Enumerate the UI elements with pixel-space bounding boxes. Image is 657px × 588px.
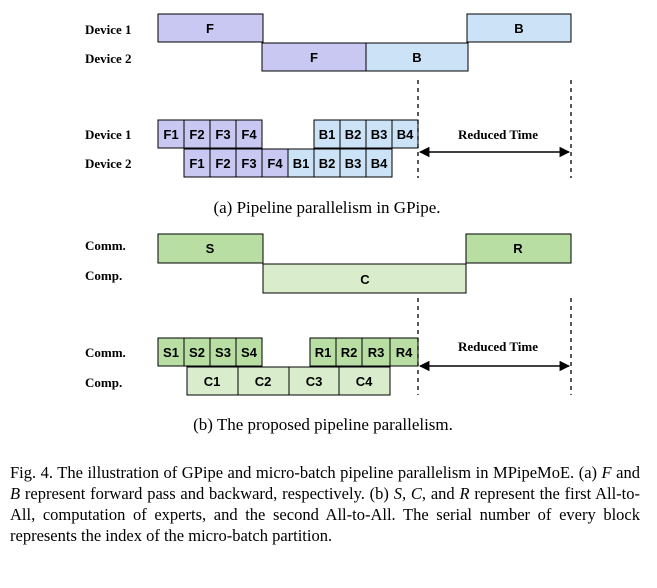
- a-row4-block-b3: B3: [345, 156, 362, 171]
- var-f: F: [601, 463, 612, 482]
- row-label-device-1: Device 1: [85, 22, 132, 37]
- a-row4-block-f1: F1: [189, 156, 204, 171]
- a-row4-block-f4: F4: [267, 156, 283, 171]
- b-row4-micro-blocks: C1 C2 C3 C4: [186, 366, 391, 396]
- a-row1-forward-label: F: [206, 21, 214, 36]
- a-row2-backward-block: B: [365, 42, 469, 72]
- figure-caption: Fig. 4. The illustration of GPipe and mi…: [10, 462, 640, 546]
- a-row4-block-b2: B2: [319, 156, 336, 171]
- b-row3-block-r3: R3: [368, 345, 385, 360]
- b-row4-block-c2: C2: [255, 374, 272, 389]
- a-row3-micro-blocks: F1 F2 F3 F4 B1 B2 B3 B4: [157, 119, 419, 149]
- figure-caption-part-2: and: [611, 463, 640, 482]
- a-row3-block-b3: B3: [371, 127, 388, 142]
- a-row3-block-b1: B1: [319, 127, 336, 142]
- b-row3-block-s4: S4: [241, 345, 258, 360]
- row-label-device-1-micro: Device 1: [85, 127, 132, 142]
- figure-caption-part-3: represent forward pass and backward, res…: [20, 484, 394, 503]
- b-row1-s-label: S: [206, 241, 215, 256]
- a-row2-forward-label: F: [310, 50, 318, 65]
- var-s: S: [393, 484, 402, 503]
- a-row1-forward-block: F: [157, 13, 264, 43]
- b-row3-block-r4: R4: [396, 345, 413, 360]
- a-row3-block-b4: B4: [397, 127, 414, 142]
- caption-b: (b) The proposed pipeline parallelism.: [193, 415, 453, 434]
- b-row2-c-label: C: [360, 272, 370, 287]
- b-row4-block-c4: C4: [356, 374, 373, 389]
- a-reduced-time-label: Reduced Time: [458, 127, 538, 142]
- a-row1-backward-block: B: [466, 13, 572, 43]
- a-row3-block-b2: B2: [345, 127, 362, 142]
- b-row3-block-s1: S1: [163, 345, 179, 360]
- b-row4-block-c3: C3: [306, 374, 323, 389]
- var-b: B: [10, 484, 21, 503]
- b-row1-r-block: R: [465, 233, 572, 264]
- a-row4-block-f3: F3: [241, 156, 256, 171]
- caption-a: (a) Pipeline parallelism in GPipe.: [213, 198, 440, 217]
- a-row3-block-f2: F2: [189, 127, 204, 142]
- a-row4-block-b1: B1: [293, 156, 310, 171]
- var-c: C: [410, 484, 422, 503]
- b-row1-r-label: R: [513, 241, 523, 256]
- b-row3-block-r2: R2: [341, 345, 358, 360]
- pipeline-diagram: Device 1 Device 2 F B F B Device 1 Devic…: [85, 13, 572, 434]
- row-label-comm-micro: Comm.: [85, 345, 126, 360]
- a-row1-backward-label: B: [514, 21, 523, 36]
- row-label-comp: Comp.: [85, 268, 122, 283]
- b-reduced-time-label: Reduced Time: [458, 339, 538, 354]
- a-row4-micro-blocks: F1 F2 F3 F4 B1 B2 B3 B4: [183, 148, 393, 178]
- a-row3-block-f4: F4: [241, 127, 257, 142]
- row-label-device-2: Device 2: [85, 51, 132, 66]
- a-row2-forward-block: F: [261, 42, 367, 72]
- var-r: R: [459, 484, 470, 503]
- row-label-comm: Comm.: [85, 238, 126, 253]
- row-label-device-2-micro: Device 2: [85, 156, 132, 171]
- a-row4-block-b4: B4: [371, 156, 388, 171]
- b-row1-s-block: S: [157, 233, 264, 264]
- a-row2-backward-label: B: [412, 50, 421, 65]
- b-row3-block-s2: S2: [189, 345, 205, 360]
- a-row3-block-f3: F3: [215, 127, 230, 142]
- b-row3-block-r1: R1: [315, 345, 332, 360]
- figure-caption-part-5: , and: [421, 484, 460, 503]
- figure-caption-part-1: Fig. 4. The illustration of GPipe and mi…: [10, 463, 602, 482]
- figure-caption-part-6: represent the first All-to-All, computat…: [10, 484, 640, 545]
- b-row2-c-block: C: [262, 263, 467, 294]
- b-row3-micro-blocks: S1 S2 S3 S4 R1 R2 R3 R4: [157, 337, 419, 367]
- figure-caption-part-4: ,: [401, 484, 411, 503]
- b-row4-block-c1: C1: [204, 374, 221, 389]
- b-row3-block-s3: S3: [215, 345, 231, 360]
- a-row3-block-f1: F1: [163, 127, 178, 142]
- a-row4-block-f2: F2: [215, 156, 230, 171]
- row-label-comp-micro: Comp.: [85, 375, 122, 390]
